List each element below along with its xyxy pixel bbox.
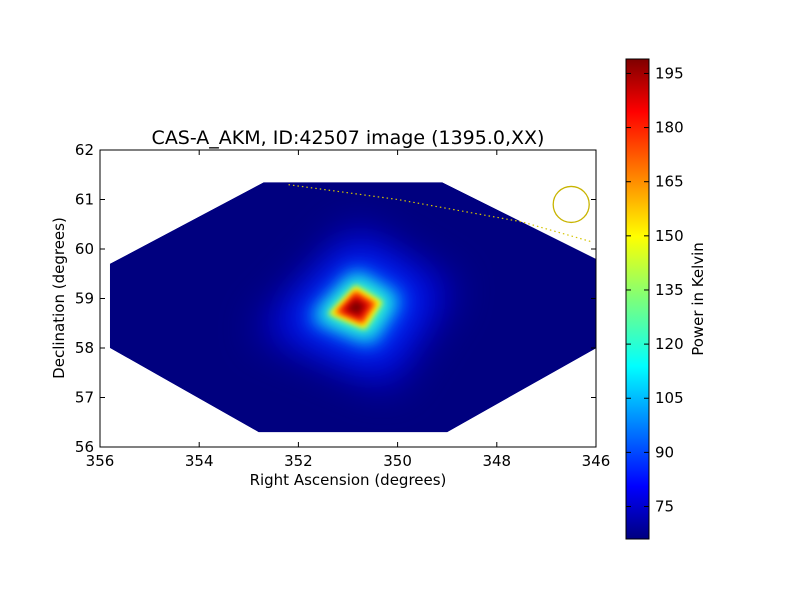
colorbar-tick-label: 120 bbox=[655, 335, 684, 353]
source-level bbox=[347, 300, 364, 315]
colorbar-tick-label: 75 bbox=[655, 498, 674, 516]
colorbar-gradient bbox=[626, 59, 649, 539]
x-tick-label: 352 bbox=[284, 452, 313, 470]
y-tick-label: 59 bbox=[75, 290, 94, 308]
colorbar-frame bbox=[625, 58, 650, 540]
colorbar-tick-label: 195 bbox=[655, 64, 684, 82]
colorbar-tick-label: 150 bbox=[655, 227, 684, 245]
x-tick-label: 350 bbox=[383, 452, 412, 470]
y-tick-label: 62 bbox=[75, 141, 94, 159]
y-tick-label: 57 bbox=[75, 389, 94, 407]
y-axis: 56 57 58 59 60 61 62 bbox=[75, 141, 596, 456]
colorbar: 75 90 105 120 135 150 165 180 195 Power in Kelvi… bbox=[625, 58, 707, 540]
colorbar-tick-label: 165 bbox=[655, 173, 684, 191]
colorbar-label: Power in Kelvin bbox=[689, 242, 707, 356]
plot-area bbox=[100, 150, 596, 447]
heatmap-image bbox=[109, 182, 596, 433]
colorbar-tick-label: 90 bbox=[655, 443, 674, 461]
beam-marker bbox=[552, 185, 590, 224]
x-axis: 356 354 352 350 348 346 bbox=[86, 150, 611, 470]
y-tick-label: 61 bbox=[75, 191, 94, 209]
y-tick-label: 56 bbox=[75, 438, 94, 456]
overlay-track bbox=[288, 184, 592, 243]
x-tick-label: 348 bbox=[482, 452, 511, 470]
x-tick-label: 346 bbox=[582, 452, 611, 470]
colorbar-tick-label: 135 bbox=[655, 281, 684, 299]
y-axis-label: Declination (degrees) bbox=[50, 217, 68, 379]
x-tick-label: 354 bbox=[185, 452, 214, 470]
x-tick-label: 356 bbox=[86, 452, 115, 470]
source-1 bbox=[255, 226, 456, 389]
colorbar-tick-label: 180 bbox=[655, 119, 684, 137]
y-tick-label: 60 bbox=[75, 240, 94, 258]
colorbar-tick-label: 105 bbox=[655, 389, 684, 407]
x-axis-label: Right Ascension (degrees) bbox=[250, 471, 447, 489]
chart-title: CAS-A_AKM, ID:42507 image (1395.0,XX) bbox=[152, 127, 545, 149]
y-tick-label: 58 bbox=[75, 339, 94, 357]
